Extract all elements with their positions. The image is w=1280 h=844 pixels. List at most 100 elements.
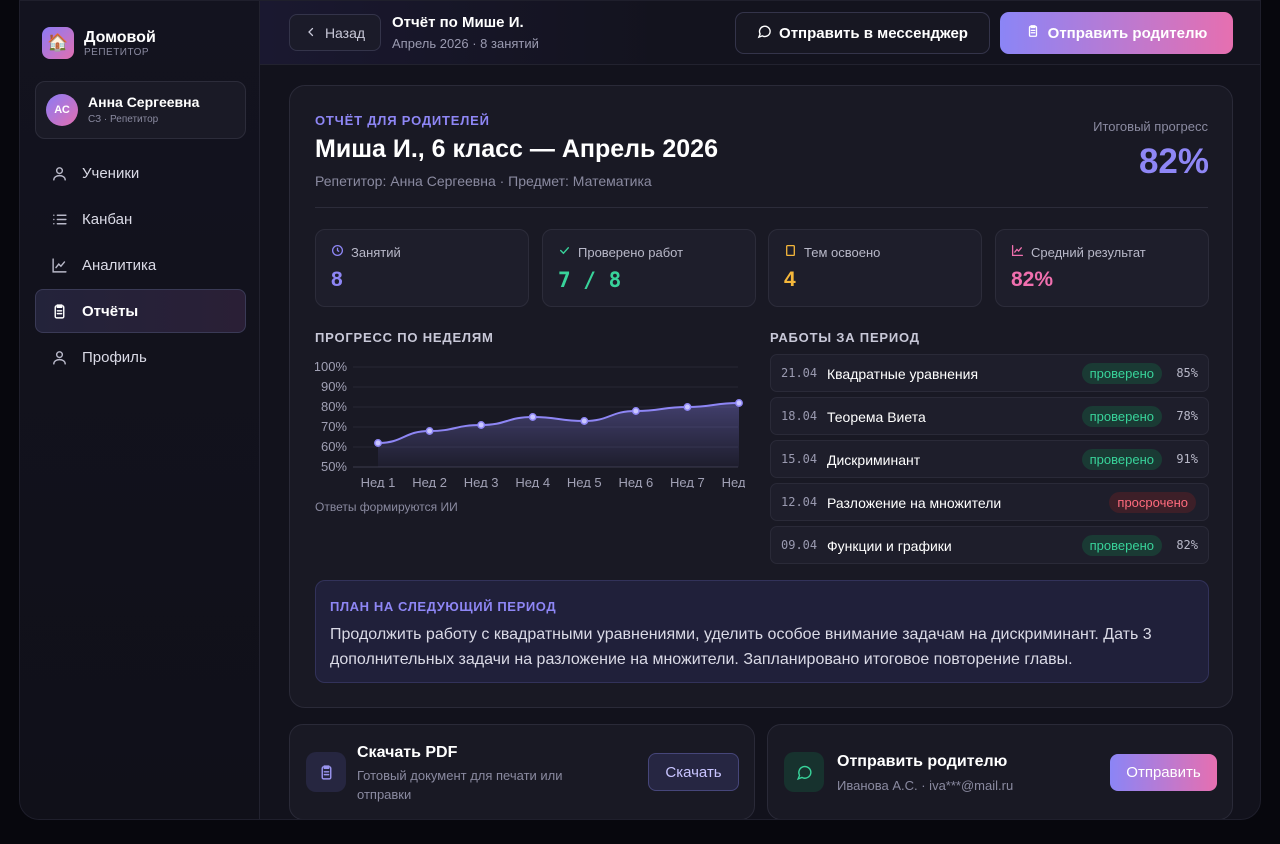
y-tick-label: 70% <box>321 419 347 434</box>
brand[interactable]: 🏠 Домовой РЕПЕТИТОР <box>42 27 156 59</box>
clock-icon <box>331 244 344 260</box>
chart-icon <box>1011 244 1024 260</box>
plan-heading: ПЛАН НА СЛЕДУЮЩИЙ ПЕРИОД <box>330 599 557 614</box>
work-date: 09.04 <box>781 538 818 552</box>
back-label: Назад <box>324 24 366 41</box>
sidebar-item-label: Канбан <box>82 210 133 228</box>
stat-lessons: Занятий 8 <box>315 229 529 307</box>
stat-topics: Тем освоено 4 <box>768 229 982 307</box>
download-pdf-card: Скачать PDF Готовый документ для печати … <box>289 724 755 819</box>
work-row[interactable]: 12.04 Разложение на множители просрочено <box>770 483 1209 521</box>
sidebar-item-kanban[interactable]: Канбан <box>35 197 246 241</box>
check-icon <box>558 244 571 260</box>
house-icon: 🏠 <box>42 27 74 59</box>
work-date: 18.04 <box>781 409 818 423</box>
chart-note: Ответы формируются ИИ <box>315 500 458 514</box>
book-icon <box>784 244 797 260</box>
chart-point <box>477 421 486 429</box>
sidebar-item-profile[interactable]: Профиль <box>35 335 246 379</box>
stat-label: Занятий <box>351 244 401 260</box>
x-tick-label: Нед 7 <box>670 475 705 488</box>
chart-point <box>735 399 743 407</box>
sidebar: 🏠 Домовой РЕПЕТИТОР АС Анна Сергеевна СЗ… <box>20 1 260 819</box>
send-parent-button[interactable]: Отправить родителю <box>1000 12 1233 54</box>
sidebar-item-label: Профиль <box>82 348 147 366</box>
work-date: 15.04 <box>781 452 818 466</box>
user-card[interactable]: АС Анна Сергеевна СЗ · Репетитор <box>35 81 246 139</box>
back-button[interactable]: Назад <box>289 14 381 51</box>
message-icon <box>757 24 772 43</box>
works-heading: РАБОТЫ ЗА ПЕРИОД <box>770 330 920 345</box>
work-name: Функции и графики <box>827 538 952 554</box>
send-messenger-button[interactable]: Отправить в мессенджер <box>735 12 990 54</box>
y-tick-label: 100% <box>315 359 347 374</box>
status-badge: проверено <box>1081 363 1162 384</box>
stat-value: 8 <box>331 268 343 291</box>
weekly-progress-chart: 50% 60% 70% 80% 90% 100% Нед 1 Нед 2 Нед 3 Нед 4 Н… <box>314 353 757 490</box>
clipboard-icon <box>306 752 346 792</box>
chart-point <box>425 427 434 435</box>
x-tick-label: Нед 8 <box>722 475 745 488</box>
sidebar-item-reports[interactable]: Отчёты <box>35 289 246 333</box>
status-badge: просрочено <box>1109 492 1196 513</box>
download-button[interactable]: Скачать <box>648 753 739 791</box>
x-tick-label: Нед 5 <box>567 475 602 488</box>
chart-point <box>374 439 382 447</box>
clipboard-icon <box>50 302 68 320</box>
chart-line <box>377 402 740 444</box>
user-role: СЗ · Репетитор <box>88 113 159 125</box>
x-tick-label: Нед 6 <box>618 475 653 488</box>
pdf-card-subtitle: Готовый документ для печати или отправки <box>357 768 563 802</box>
send-parent-label: Отправить родителю <box>1047 24 1208 42</box>
work-score: 85% <box>1176 366 1198 380</box>
next-period-plan: ПЛАН НА СЛЕДУЮЩИЙ ПЕРИОД Продолжить рабо… <box>315 580 1209 683</box>
x-tick-label: Нед 4 <box>515 475 550 488</box>
sidebar-item-analytics[interactable]: Аналитика <box>35 243 246 287</box>
sidebar-item-students[interactable]: Ученики <box>35 151 246 195</box>
report-card: ОТЧЁТ ДЛЯ РОДИТЕЛЕЙ Миша И., 6 класс — А… <box>289 85 1233 708</box>
sidebar-item-label: Аналитика <box>82 256 157 274</box>
plan-text: Продолжить работу с квадратными уравнени… <box>330 626 1152 668</box>
work-row[interactable]: 21.04 Квадратные уравнения проверено 85% <box>770 354 1209 392</box>
work-row[interactable]: 18.04 Теорема Виета проверено 78% <box>770 397 1209 435</box>
stat-value: 82% <box>1011 268 1054 291</box>
x-tick-label: Нед 2 <box>412 475 447 488</box>
work-name: Квадратные уравнения <box>827 366 979 382</box>
avatar: АС <box>46 94 78 126</box>
top-bar: Назад Отчёт по Мише И. Апрель 2026 · 8 з… <box>260 1 1260 65</box>
report-title: Миша И., 6 класс — Апрель 2026 <box>315 135 718 163</box>
chart-icon <box>50 256 68 274</box>
work-date: 12.04 <box>781 495 818 509</box>
stat-label: Средний результат <box>1031 244 1146 260</box>
message-icon <box>784 752 824 792</box>
stat-checked: Проверено работ 7 / 8 <box>542 229 756 307</box>
chart-point <box>580 417 589 425</box>
chart-point <box>631 407 640 415</box>
y-tick-label: 90% <box>321 379 347 394</box>
send-messenger-label: Отправить в мессенджер <box>779 24 968 42</box>
work-name: Теорема Виета <box>827 409 926 425</box>
status-badge: проверено <box>1081 449 1162 470</box>
work-row[interactable]: 09.04 Функции и графики проверено 82% <box>770 526 1209 564</box>
work-name: Разложение на множители <box>827 495 1002 511</box>
brand-name: Домовой <box>84 28 156 46</box>
y-tick-label: 60% <box>321 439 347 454</box>
work-score: 91% <box>1176 452 1198 466</box>
work-score: 82% <box>1176 538 1198 552</box>
sidebar-item-label: Ученики <box>82 164 140 182</box>
sidebar-nav: Ученики Канбан Аналитика Отчёты <box>35 151 246 381</box>
send-button[interactable]: Отправить <box>1110 754 1217 791</box>
user-icon <box>50 164 68 182</box>
page-subtitle: Апрель 2026 · 8 занятий <box>392 36 539 51</box>
x-tick-label: Нед 1 <box>361 475 396 488</box>
stat-average: Средний результат 82% <box>995 229 1209 307</box>
status-badge: проверено <box>1081 406 1162 427</box>
report-subtitle: Репетитор: Анна Сергеевна · Предмет: Мат… <box>315 173 652 189</box>
x-tick-label: Нед 3 <box>464 475 499 488</box>
page-title: Отчёт по Мише И. <box>392 14 524 31</box>
work-row[interactable]: 15.04 Дискриминант проверено 91% <box>770 440 1209 478</box>
clipboard-icon <box>1026 24 1040 42</box>
y-tick-label: 50% <box>321 459 347 474</box>
works-list: 21.04 Квадратные уравнения проверено 85%… <box>770 354 1209 569</box>
brand-subtitle: РЕПЕТИТОР <box>84 46 150 58</box>
